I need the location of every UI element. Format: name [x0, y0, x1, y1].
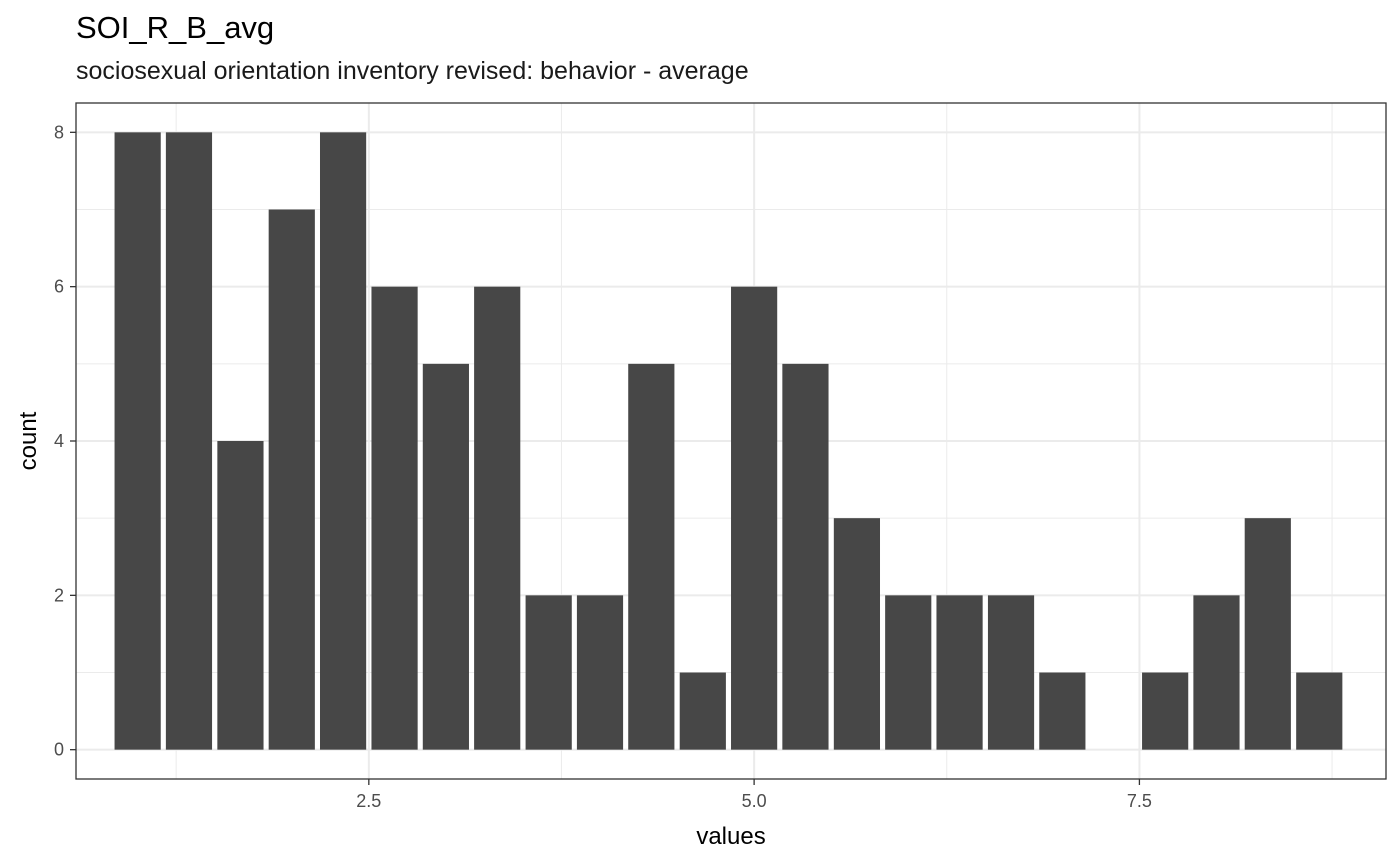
- histogram-bar: [165, 132, 213, 750]
- y-tick-label: 8: [54, 122, 64, 142]
- x-tick-label: 2.5: [356, 791, 381, 811]
- histogram-bar: [987, 595, 1035, 750]
- chart-subtitle: sociosexual orientation inventory revise…: [76, 57, 749, 85]
- y-axis-title: count: [15, 411, 42, 470]
- histogram-bar: [679, 672, 726, 750]
- histogram-bar: [576, 595, 624, 750]
- histogram-bar: [525, 595, 572, 750]
- histogram-bar: [782, 363, 829, 750]
- histogram-bar: [474, 286, 521, 750]
- histogram-bar: [422, 363, 469, 750]
- y-tick-label: 4: [54, 431, 64, 451]
- y-axis: 0 2 4 6 8: [54, 122, 76, 760]
- histogram-bar: [936, 595, 983, 750]
- histogram-bar: [731, 286, 778, 750]
- x-tick-label: 7.5: [1127, 791, 1152, 811]
- histogram-bar: [268, 209, 315, 750]
- chart-title: SOI_R_B_avg: [76, 10, 275, 45]
- histogram-bar: [319, 132, 367, 750]
- y-tick-label: 0: [54, 740, 64, 760]
- histogram-bar: [833, 518, 881, 750]
- histogram-bar: [1296, 672, 1343, 750]
- x-axis-title: values: [696, 823, 765, 850]
- histogram-bar: [114, 132, 161, 750]
- histogram-bar: [217, 441, 264, 750]
- histogram-bar: [885, 595, 932, 750]
- x-axis: 2.5 5.0 7.5: [356, 779, 1152, 811]
- histogram-bar: [628, 363, 675, 750]
- histogram-bar: [371, 286, 418, 750]
- y-tick-label: 6: [54, 277, 64, 297]
- histogram-bar: [1039, 672, 1086, 750]
- histogram-bars: [114, 132, 1343, 750]
- histogram-bar: [1244, 518, 1291, 750]
- x-tick-label: 5.0: [742, 791, 767, 811]
- y-tick-label: 2: [54, 585, 64, 605]
- histogram-bar: [1193, 595, 1240, 750]
- histogram-bar: [1142, 672, 1189, 750]
